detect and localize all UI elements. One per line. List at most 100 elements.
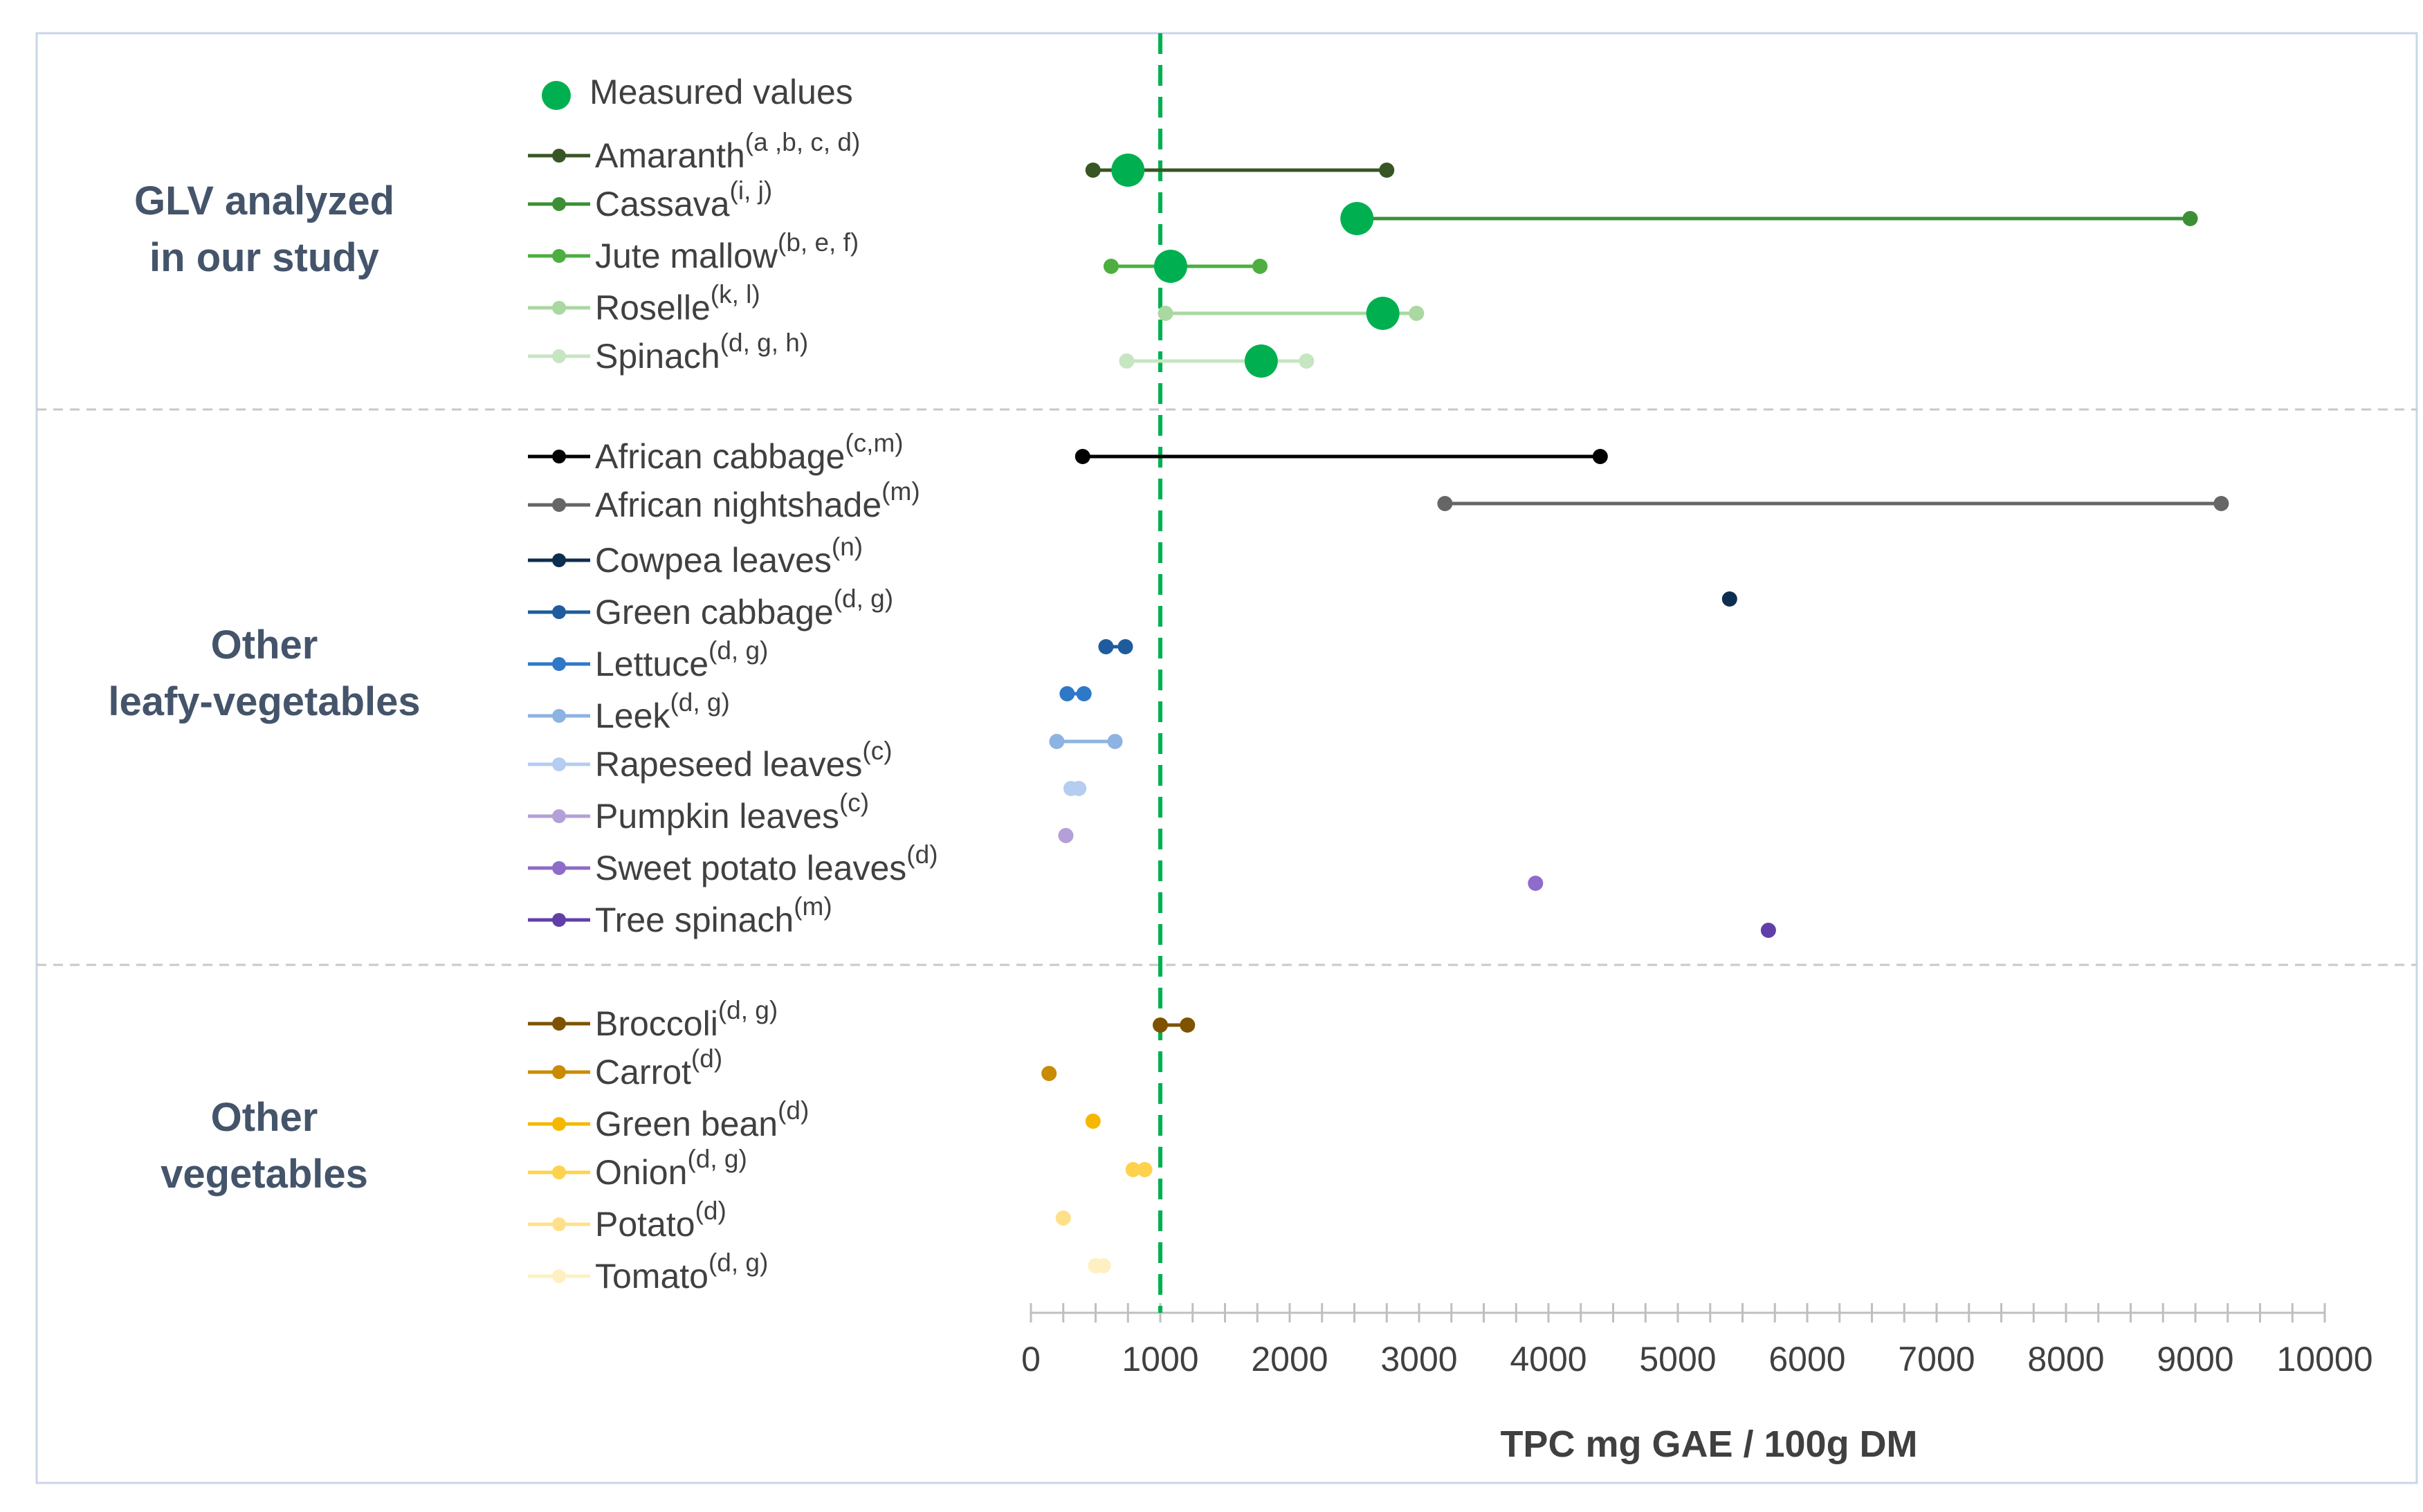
x-tick-label: 6000 bbox=[1768, 1340, 1845, 1379]
range-max-broccoli bbox=[1180, 1017, 1196, 1033]
legend-label-potato: Potato(d) bbox=[595, 1197, 726, 1244]
legend-marker-potato bbox=[552, 1217, 566, 1231]
range-min-lettuce bbox=[1059, 686, 1075, 701]
x-tick-label: 3000 bbox=[1380, 1340, 1457, 1379]
range-max-african-nightshade bbox=[2213, 496, 2229, 511]
measured-legend-label: Measured values bbox=[589, 73, 853, 111]
legend-marker-lettuce bbox=[552, 657, 566, 671]
range-min-african-cabbage bbox=[1075, 449, 1090, 464]
legend-label-lettuce: Lettuce(d, g) bbox=[595, 636, 768, 683]
x-tick-label: 2000 bbox=[1251, 1340, 1328, 1379]
x-tick-label: 10000 bbox=[2276, 1340, 2372, 1379]
group-label-leafy-line1: Other bbox=[211, 623, 318, 667]
x-tick-label: 0 bbox=[1021, 1340, 1041, 1379]
range-max-african-cabbage bbox=[1592, 449, 1608, 464]
legend-marker-roselle bbox=[552, 301, 566, 315]
legend-label-amaranth: Amaranth(a ,b, c, d) bbox=[595, 128, 860, 175]
range-min-tree-spinach bbox=[1760, 923, 1776, 938]
legend-label-tomato: Tomato(d, g) bbox=[595, 1248, 768, 1296]
legend-marker-sweet-potato-leaves bbox=[552, 861, 566, 875]
legend-label-leek: Leek(d, g) bbox=[595, 688, 730, 735]
legend-marker-rapeseed-leaves bbox=[552, 757, 566, 771]
range-min-sweet-potato-leaves bbox=[1528, 876, 1544, 891]
legend-label-green-bean: Green bean(d) bbox=[595, 1096, 809, 1143]
range-min-green-cabbage bbox=[1098, 639, 1114, 654]
legend-marker-green-bean bbox=[552, 1117, 566, 1131]
x-tick-label: 1000 bbox=[1122, 1340, 1198, 1379]
range-max-rapeseed-leaves bbox=[1071, 781, 1087, 796]
plot-border bbox=[35, 32, 2418, 1484]
legend-label-roselle: Roselle(k, l) bbox=[595, 280, 760, 327]
legend-marker-amaranth bbox=[552, 149, 566, 163]
range-min-carrot bbox=[1041, 1066, 1057, 1081]
range-max-spinach bbox=[1299, 353, 1315, 369]
legend-label-cassava: Cassava(i, j) bbox=[595, 176, 772, 223]
range-max-onion bbox=[1137, 1162, 1153, 1177]
legend-marker-tomato bbox=[552, 1269, 566, 1283]
range-max-leek bbox=[1107, 734, 1123, 749]
legend-marker-spinach bbox=[552, 349, 566, 363]
group-label-glv-line2: in our study bbox=[149, 235, 379, 280]
range-max-roselle bbox=[1409, 306, 1425, 321]
legend-marker-cassava bbox=[552, 197, 566, 211]
legend-label-spinach: Spinach(d, g, h) bbox=[595, 329, 808, 376]
legend-marker-cowpea-leaves bbox=[552, 553, 566, 567]
legend-marker-broccoli bbox=[552, 1017, 566, 1031]
legend-label-rapeseed-leaves: Rapeseed leaves(c) bbox=[595, 737, 893, 784]
range-max-cassava bbox=[2182, 211, 2198, 226]
x-axis: 0 1000 2000 3000 4000 5000 6000 7000 8000 9000 100… bbox=[1021, 1303, 2373, 1379]
legend-label-green-cabbage: Green cabbage(d, g) bbox=[595, 584, 893, 631]
range-max-tomato bbox=[1095, 1258, 1111, 1273]
legend-label-broccoli: Broccoli(d, g) bbox=[595, 996, 778, 1043]
legend-label-sweet-potato-leaves: Sweet potato leaves(d) bbox=[595, 840, 938, 887]
range-min-cowpea-leaves bbox=[1721, 591, 1737, 607]
legend-label-african-cabbage: African cabbage(c,m) bbox=[595, 429, 904, 476]
range-min-spinach bbox=[1119, 353, 1135, 369]
legend-marker-leek bbox=[552, 709, 566, 723]
range-max-amaranth bbox=[1379, 163, 1395, 178]
group-label-veg-line1: Other bbox=[211, 1095, 318, 1140]
x-axis-title: TPC mg GAE / 100g DM bbox=[1500, 1423, 1917, 1465]
legend-label-carrot: Carrot(d) bbox=[595, 1044, 722, 1091]
legend: Amaranth(a ,b, c, d)Cassava(i, j) Jute ma… bbox=[528, 128, 938, 1296]
legend-label-cowpea-leaves: Cowpea leaves(n) bbox=[595, 533, 863, 580]
data-marks bbox=[1041, 154, 2229, 1273]
measured-point-cassava bbox=[1340, 202, 1374, 235]
x-tick-label: 5000 bbox=[1639, 1340, 1716, 1379]
range-min-amaranth bbox=[1085, 163, 1101, 178]
measured-point-spinach bbox=[1244, 344, 1278, 378]
legend-marker-green-cabbage bbox=[552, 605, 566, 619]
x-tick-label: 8000 bbox=[2027, 1340, 2104, 1379]
measured-point-roselle bbox=[1366, 297, 1400, 330]
range-min-jute-mallow bbox=[1103, 259, 1119, 274]
range-max-jute-mallow bbox=[1252, 259, 1268, 274]
legend-marker-african-nightshade bbox=[552, 498, 566, 512]
range-min-green-bean bbox=[1085, 1114, 1101, 1129]
measured-legend-marker bbox=[542, 81, 571, 110]
measured-point-jute-mallow bbox=[1153, 250, 1187, 283]
range-min-leek bbox=[1049, 734, 1065, 749]
range-min-pumpkin-leaves bbox=[1058, 828, 1074, 843]
legend-label-onion: Onion(d, g) bbox=[595, 1145, 747, 1192]
group-label-veg-line2: vegetables bbox=[161, 1152, 368, 1197]
range-min-broccoli bbox=[1153, 1017, 1168, 1033]
range-min-potato bbox=[1055, 1210, 1071, 1226]
group-label-glv-line1: GLV analyzed bbox=[134, 178, 394, 223]
range-min-onion bbox=[1125, 1162, 1141, 1177]
range-min-roselle bbox=[1158, 306, 1173, 321]
legend-label-pumpkin-leaves: Pumpkin leaves(c) bbox=[595, 789, 869, 836]
x-tick-label: 9000 bbox=[2157, 1340, 2233, 1379]
range-min-african-nightshade bbox=[1437, 496, 1453, 511]
measured-point-amaranth bbox=[1111, 154, 1145, 187]
legend-label-african-nightshade: African nightshade(m) bbox=[595, 477, 920, 524]
range-max-lettuce bbox=[1076, 686, 1092, 701]
legend-label-tree-spinach: Tree spinach(m) bbox=[595, 892, 832, 939]
legend-marker-pumpkin-leaves bbox=[552, 809, 566, 823]
legend-marker-jute-mallow bbox=[552, 249, 566, 263]
range-max-green-cabbage bbox=[1117, 639, 1133, 654]
x-tick-label: 7000 bbox=[1898, 1340, 1975, 1379]
legend-marker-tree-spinach bbox=[552, 913, 566, 927]
legend-label-jute-mallow: Jute mallow(b, e, f) bbox=[595, 228, 859, 275]
group-label-leafy-line2: leafy-vegetables bbox=[108, 679, 420, 724]
